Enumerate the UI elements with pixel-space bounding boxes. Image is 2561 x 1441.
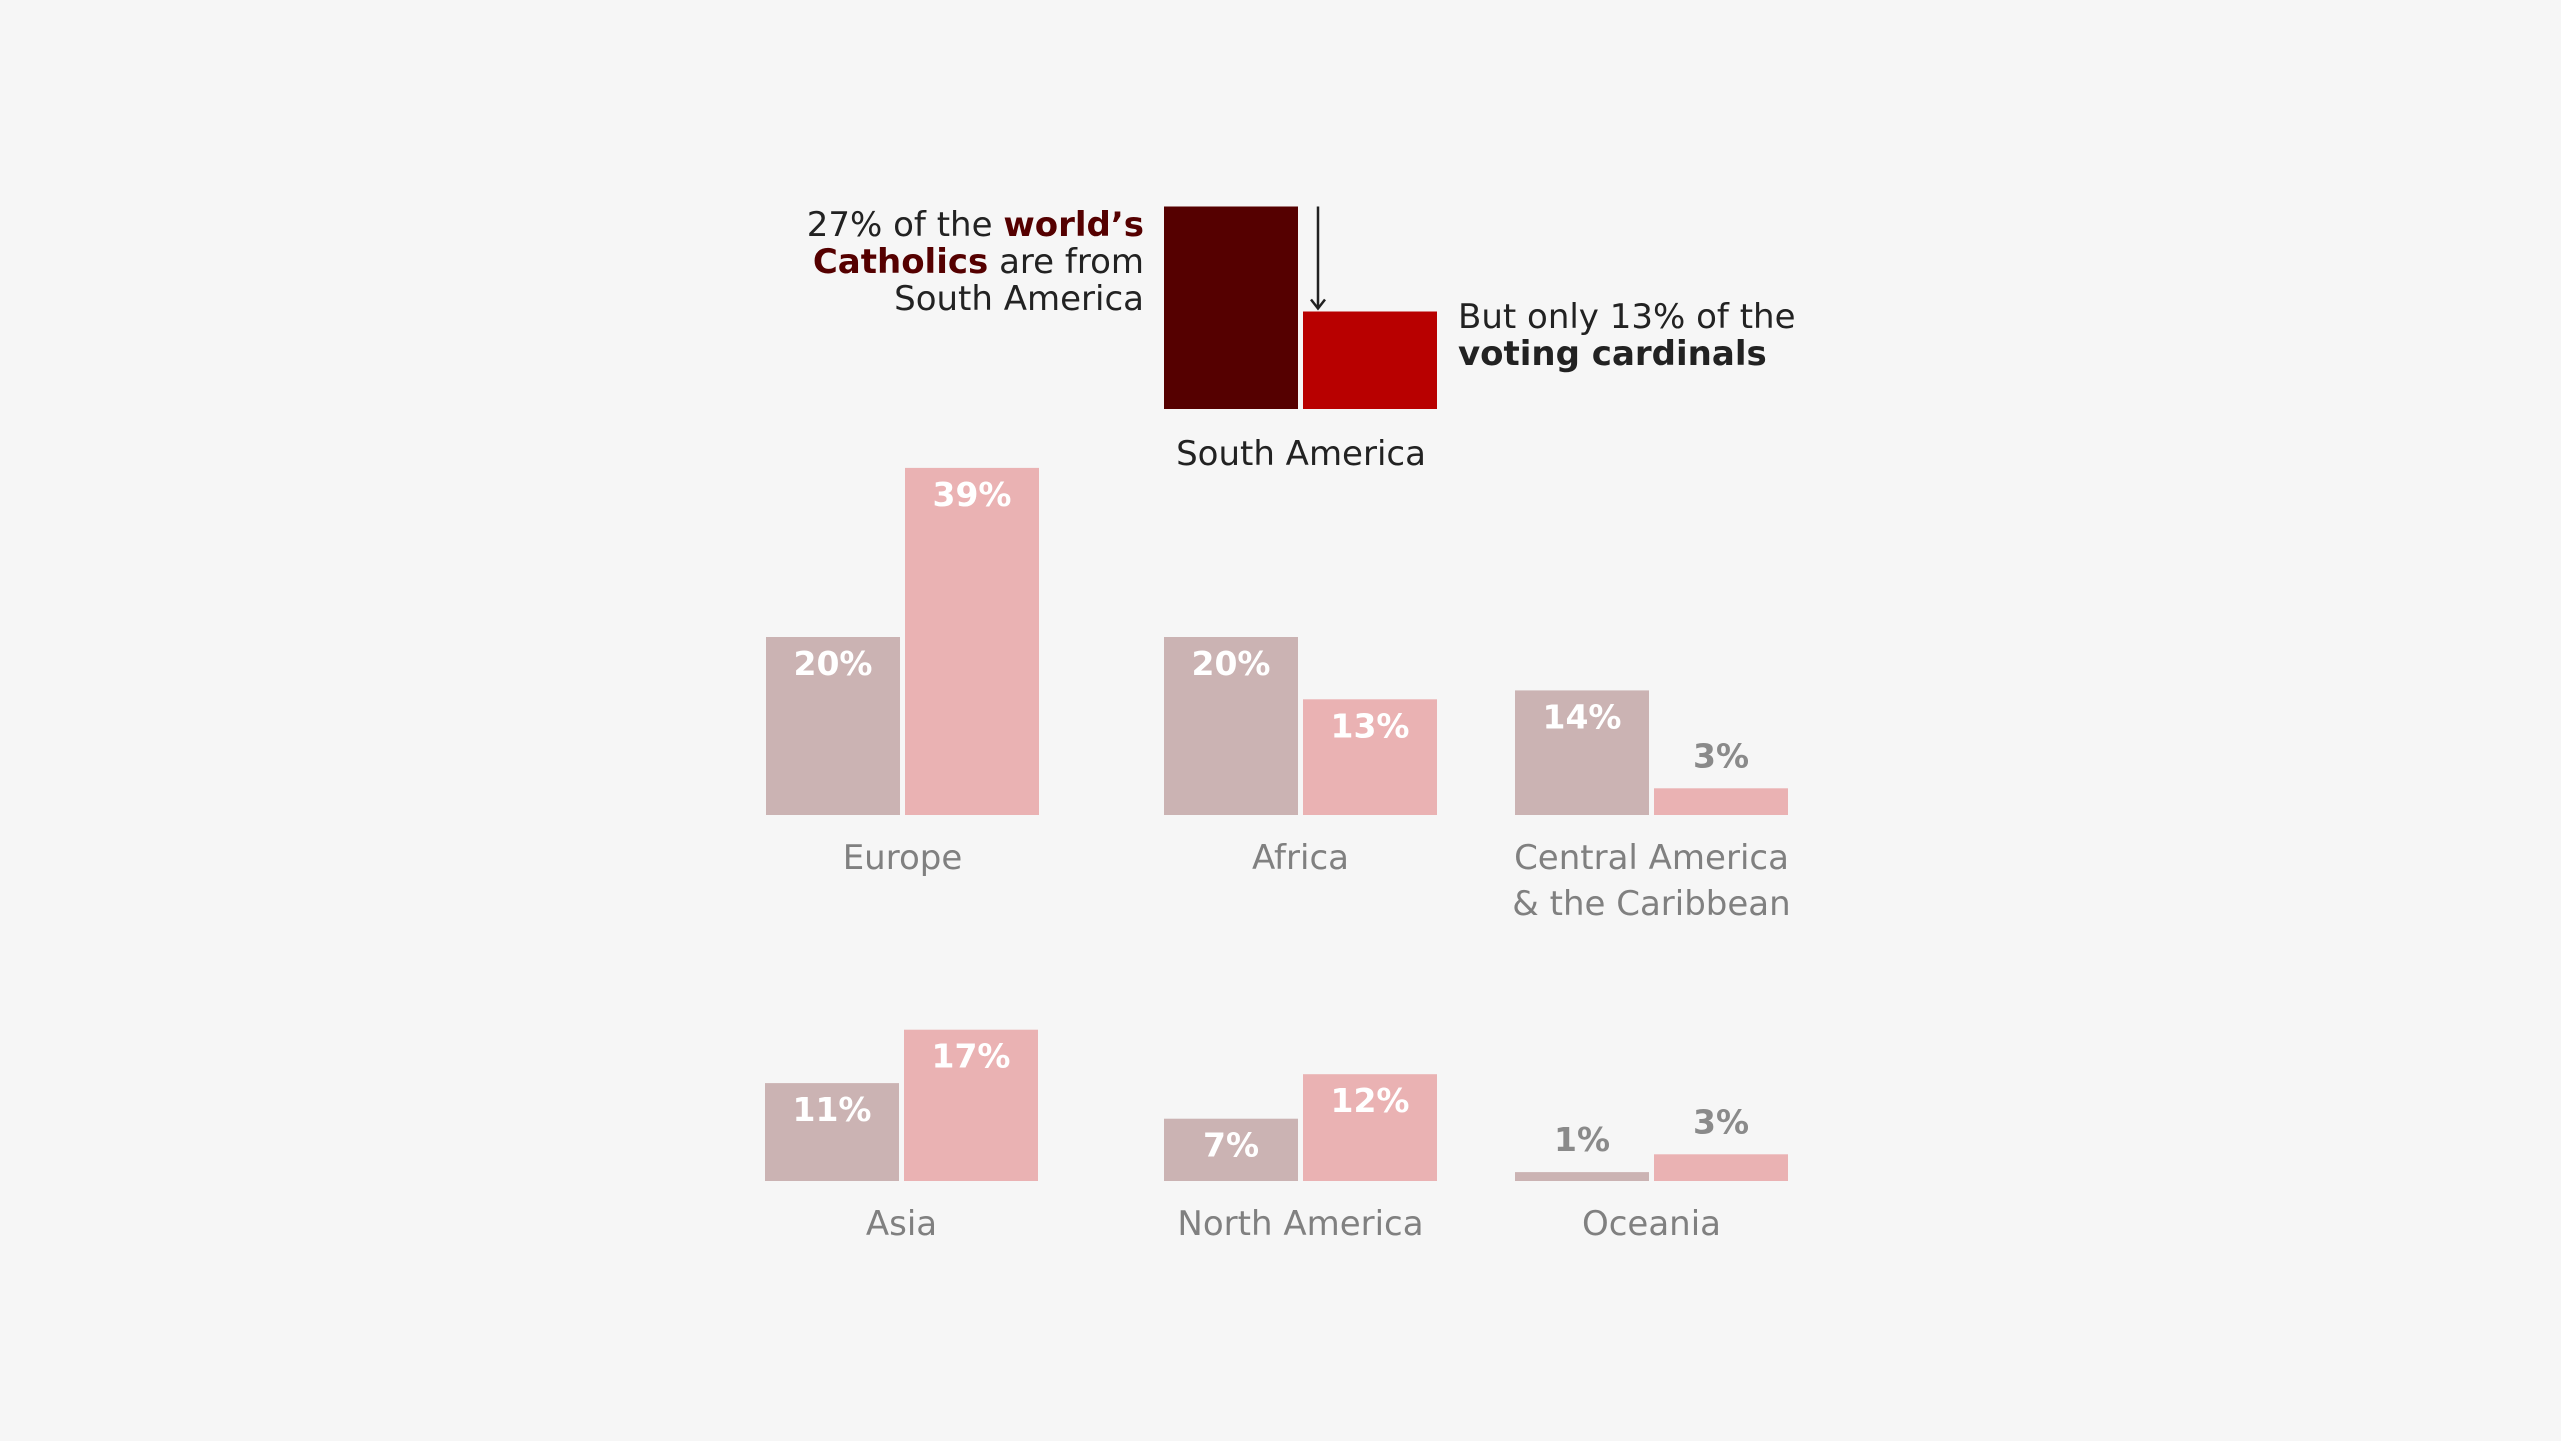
value-label-europe-cardinals: 39% bbox=[933, 475, 1012, 514]
annotation-left-line2: Catholics are from bbox=[813, 242, 1144, 282]
bar-north-america-cardinals bbox=[1303, 1074, 1437, 1181]
bar-europe-cardinals bbox=[905, 467, 1039, 815]
value-label-europe-catholics: 20% bbox=[794, 644, 873, 683]
value-label-asia-cardinals: 17% bbox=[932, 1037, 1011, 1076]
value-label-africa-cardinals: 13% bbox=[1331, 706, 1410, 745]
value-label-africa-catholics: 20% bbox=[1192, 644, 1271, 683]
value-label-asia-catholics: 11% bbox=[793, 1090, 872, 1129]
bar-central-america-and-the-caribbean-cardinals bbox=[1654, 788, 1788, 815]
region-label-asia: Asia bbox=[866, 1204, 937, 1244]
value-label-north-america-cardinals: 12% bbox=[1331, 1081, 1410, 1120]
value-label-oceania-catholics: 1% bbox=[1554, 1120, 1610, 1159]
annotation-right-line1: But only 13% of the bbox=[1458, 297, 1796, 337]
bar-south-america-catholics bbox=[1164, 206, 1298, 409]
south-america-highlight: 27% of the world’s Catholics are from So… bbox=[807, 205, 1796, 474]
bar-asia-catholics bbox=[765, 1083, 899, 1181]
bar-europe-catholics bbox=[766, 637, 900, 815]
value-label-central-america-and-the-caribbean-cardinals: 3% bbox=[1693, 736, 1749, 775]
region-label-south-america: South America bbox=[1176, 434, 1426, 474]
arrow-head-icon bbox=[1310, 298, 1326, 311]
bar-africa-catholics bbox=[1164, 637, 1298, 815]
bar-africa-cardinals bbox=[1303, 699, 1437, 815]
region-label-central-america-and-the-caribbean: Central America bbox=[1514, 838, 1789, 878]
annotation-left-line1: 27% of the world’s bbox=[807, 205, 1144, 245]
region-label-africa: Africa bbox=[1252, 838, 1349, 878]
bar-oceania-catholics bbox=[1515, 1172, 1649, 1181]
bar-central-america-and-the-caribbean-catholics bbox=[1515, 690, 1649, 815]
bar-asia-cardinals bbox=[904, 1029, 1038, 1181]
bar-north-america-catholics bbox=[1164, 1118, 1298, 1181]
value-label-oceania-cardinals: 3% bbox=[1693, 1102, 1749, 1141]
annotation-left-line3: South America bbox=[894, 279, 1144, 319]
region-label-north-america: North America bbox=[1177, 1204, 1423, 1244]
region-label-oceania: Oceania bbox=[1582, 1204, 1721, 1244]
region-label-central-america-and-the-caribbean: & the Caribbean bbox=[1512, 884, 1790, 924]
annotation-right-line2: voting cardinals bbox=[1458, 334, 1767, 374]
region-bar-groups: 20% 39% Europe 20% 13% Africa 14% 3% Central Ame… bbox=[765, 467, 1791, 1244]
bar-oceania-cardinals bbox=[1654, 1154, 1788, 1181]
bar-south-america-cardinals bbox=[1303, 311, 1437, 409]
value-label-central-america-and-the-caribbean-catholics: 14% bbox=[1543, 697, 1622, 736]
region-label-europe: Europe bbox=[843, 838, 963, 878]
value-label-north-america-catholics: 7% bbox=[1203, 1126, 1259, 1165]
